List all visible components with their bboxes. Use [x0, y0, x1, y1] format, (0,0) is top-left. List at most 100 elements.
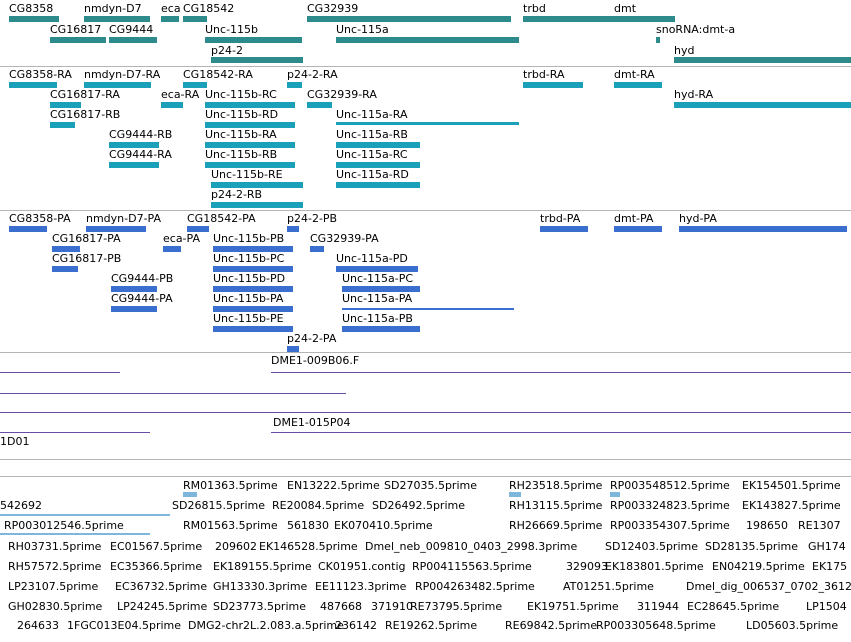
protein-bar[interactable]	[9, 226, 47, 232]
est-label[interactable]: SD26492.5prime	[372, 499, 465, 512]
est-label[interactable]: LD05603.5prime	[746, 619, 839, 632]
est-label[interactable]: RH03731.5prime	[8, 540, 102, 553]
est-label[interactable]: DMG2-chr2L.2.083.a.5prime	[188, 619, 344, 632]
transcript-label[interactable]: CG16817-RB	[50, 108, 121, 121]
transcript-label[interactable]: CG18542-RA	[183, 68, 253, 81]
est-label[interactable]: 198650	[746, 519, 788, 532]
clone-line[interactable]	[271, 432, 851, 433]
est-label[interactable]: 371910	[371, 600, 413, 613]
clone-line[interactable]	[0, 372, 120, 373]
est-bar[interactable]	[0, 533, 150, 535]
est-label[interactable]: 209602	[215, 540, 257, 553]
est-label[interactable]: EC28645.5prime	[687, 600, 780, 613]
protein-bar[interactable]	[336, 266, 418, 272]
est-label[interactable]: EK183801.5prime	[605, 560, 704, 573]
protein-bar[interactable]	[287, 346, 299, 352]
transcript-bar[interactable]	[161, 102, 183, 108]
transcript-label[interactable]: Unc-115a-RB	[336, 128, 408, 141]
protein-bar[interactable]	[213, 306, 293, 312]
est-label[interactable]: RP003324823.5prime	[610, 499, 730, 512]
transcript-bar[interactable]	[205, 162, 295, 168]
protein-bar[interactable]	[540, 226, 588, 232]
est-label[interactable]: RH57572.5prime	[8, 560, 102, 573]
est-label[interactable]: 264633	[17, 619, 59, 632]
transcript-label[interactable]: p24-2-RA	[287, 68, 338, 81]
est-label[interactable]: RE20084.5prime	[272, 499, 365, 512]
est-label[interactable]: EK146528.5prime	[259, 540, 358, 553]
est-label[interactable]: SD23773.5prime	[213, 600, 306, 613]
gene-label[interactable]: CG9444	[109, 23, 154, 36]
transcript-bar[interactable]	[336, 122, 519, 125]
est-label[interactable]: CK01951.contig	[318, 560, 406, 573]
est-label[interactable]: GH02830.5prime	[8, 600, 103, 613]
transcript-label[interactable]: nmdyn-D7-RA	[84, 68, 161, 81]
est-bar[interactable]	[610, 492, 620, 497]
protein-label[interactable]: trbd-PA	[540, 212, 581, 225]
gene-bar[interactable]	[656, 37, 660, 43]
est-label[interactable]: AT01251.5prime	[563, 580, 654, 593]
est-label[interactable]: LP24245.5prime	[117, 600, 208, 613]
est-label[interactable]: 329093	[566, 560, 608, 573]
est-label[interactable]: RE19262.5prime	[385, 619, 478, 632]
protein-label[interactable]: Unc-115a-PD	[336, 252, 408, 265]
protein-label[interactable]: CG8358-PA	[9, 212, 71, 225]
transcript-bar[interactable]	[205, 122, 295, 128]
transcript-bar[interactable]	[336, 182, 420, 188]
protein-label[interactable]: CG9444-PB	[111, 272, 174, 285]
protein-bar[interactable]	[52, 246, 80, 252]
gene-bar[interactable]	[183, 16, 207, 22]
transcript-bar[interactable]	[674, 102, 851, 108]
protein-bar[interactable]	[342, 326, 420, 332]
protein-bar[interactable]	[111, 306, 157, 312]
protein-bar[interactable]	[111, 286, 157, 292]
est-label[interactable]: SD27035.5prime	[384, 479, 477, 492]
clone-line[interactable]	[0, 412, 851, 413]
gene-bar[interactable]	[674, 57, 851, 63]
est-label[interactable]: RH13115.5prime	[509, 499, 603, 512]
transcript-bar[interactable]	[523, 82, 583, 88]
est-label[interactable]: 487668	[320, 600, 362, 613]
protein-bar[interactable]	[213, 326, 293, 332]
transcript-bar[interactable]	[84, 82, 151, 88]
est-label[interactable]: EN04219.5prime	[712, 560, 805, 573]
transcript-bar[interactable]	[9, 82, 57, 88]
protein-label[interactable]: CG16817-PB	[52, 252, 122, 265]
est-label[interactable]: RM01563.5prime	[183, 519, 278, 532]
est-label[interactable]: EC01567.5prime	[110, 540, 203, 553]
gene-bar[interactable]	[523, 16, 615, 22]
protein-bar[interactable]	[679, 226, 847, 232]
est-bar[interactable]	[0, 514, 170, 516]
transcript-bar[interactable]	[50, 102, 81, 108]
est-label[interactable]: RE1307	[798, 519, 841, 532]
clone-line[interactable]	[271, 372, 851, 373]
gene-label[interactable]: trbd	[523, 2, 546, 15]
est-label[interactable]: EK19751.5prime	[527, 600, 619, 613]
est-label[interactable]: RH26669.5prime	[509, 519, 603, 532]
transcript-label[interactable]: Unc-115a-RA	[336, 108, 408, 121]
est-label[interactable]: GH13330.3prime	[213, 580, 308, 593]
gene-label[interactable]: p24-2	[211, 44, 243, 57]
clone-label[interactable]: DME1-009B06.F	[271, 354, 360, 367]
est-label[interactable]: RE69842.5prime	[505, 619, 598, 632]
est-label[interactable]: RE73795.5prime	[410, 600, 503, 613]
gene-bar[interactable]	[109, 37, 157, 43]
est-label[interactable]: EK175	[812, 560, 848, 573]
transcript-label[interactable]: Unc-115a-RC	[336, 148, 408, 161]
gene-label[interactable]: CG32939	[307, 2, 359, 15]
est-label[interactable]: EK154501.5prime	[742, 479, 841, 492]
transcript-label[interactable]: CG9444-RA	[109, 148, 172, 161]
est-label[interactable]: EC36732.5prime	[115, 580, 208, 593]
transcript-label[interactable]: CG8358-RA	[9, 68, 72, 81]
protein-label[interactable]: Unc-115b-PC	[213, 252, 285, 265]
est-label[interactable]: Dmel_neb_009810_0403_2998.3prime	[365, 540, 578, 553]
est-label[interactable]: EK143827.5prime	[742, 499, 841, 512]
transcript-label[interactable]: Unc-115b-RB	[205, 148, 278, 161]
est-label[interactable]: EE11123.3prime	[315, 580, 407, 593]
transcript-bar[interactable]	[205, 102, 295, 108]
transcript-bar[interactable]	[211, 182, 303, 188]
gene-bar[interactable]	[84, 16, 150, 22]
protein-bar[interactable]	[86, 226, 146, 232]
est-label[interactable]: RP003305648.5prime	[596, 619, 716, 632]
protein-label[interactable]: Unc-115a-PC	[342, 272, 414, 285]
protein-label[interactable]: CG32939-PA	[310, 232, 379, 245]
